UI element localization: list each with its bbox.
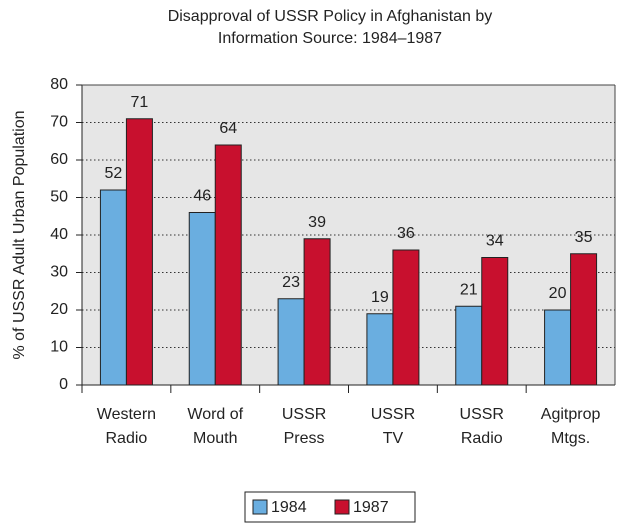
value-label: 36 bbox=[397, 225, 415, 242]
y-tick-label: 70 bbox=[50, 114, 68, 131]
y-tick-label: 40 bbox=[50, 226, 68, 243]
bar bbox=[366, 313, 394, 386]
value-label: 52 bbox=[105, 165, 123, 182]
value-label: 20 bbox=[549, 285, 567, 302]
x-tick-label: USSR bbox=[282, 406, 326, 423]
bar bbox=[188, 212, 216, 386]
legend-swatch bbox=[334, 499, 350, 515]
y-tick-label: 80 bbox=[50, 76, 68, 93]
legend-swatch bbox=[252, 499, 268, 515]
bar bbox=[303, 238, 331, 386]
y-tick-label: 30 bbox=[50, 264, 68, 281]
value-label: 39 bbox=[308, 214, 326, 231]
y-tick-label: 0 bbox=[59, 376, 68, 393]
value-label: 23 bbox=[282, 274, 300, 291]
x-tick-label: Radio bbox=[106, 430, 148, 447]
bar bbox=[481, 257, 509, 386]
y-tick-label: 60 bbox=[50, 151, 68, 168]
legend-box bbox=[244, 491, 416, 523]
bar bbox=[455, 305, 483, 386]
y-tick-label: 50 bbox=[50, 189, 68, 206]
x-tick-label: TV bbox=[383, 430, 404, 447]
x-tick-label: Mtgs. bbox=[551, 430, 590, 447]
x-tick-label: Radio bbox=[461, 430, 503, 447]
bar bbox=[125, 118, 153, 386]
x-tick-label: Agitprop bbox=[541, 406, 601, 423]
chart-title: Disapproval of USSR Policy in Afghanista… bbox=[167, 8, 493, 47]
legend-label: 1984 bbox=[271, 499, 307, 516]
value-label: 21 bbox=[460, 281, 478, 298]
value-label: 19 bbox=[371, 289, 389, 306]
bar bbox=[570, 253, 598, 386]
bar bbox=[277, 298, 305, 386]
y-tick-label: 10 bbox=[50, 339, 68, 356]
value-label: 64 bbox=[219, 120, 237, 137]
x-tick-label: USSR bbox=[460, 406, 504, 423]
bar bbox=[99, 189, 127, 386]
x-tick-label: Mouth bbox=[193, 430, 237, 447]
bar bbox=[544, 309, 572, 386]
value-label: 71 bbox=[131, 94, 149, 111]
value-label: 35 bbox=[575, 229, 593, 246]
x-tick-label: USSR bbox=[371, 406, 415, 423]
y-axis-label: % of USSR Adult Urban Population bbox=[11, 110, 28, 359]
value-label: 34 bbox=[486, 233, 504, 250]
x-tick-label: Western bbox=[97, 406, 156, 423]
bar bbox=[392, 249, 420, 386]
x-tick-label: Word of bbox=[187, 406, 243, 423]
bar bbox=[214, 144, 242, 386]
legend-label: 1987 bbox=[353, 499, 389, 516]
x-tick-label: Press bbox=[284, 430, 325, 447]
value-label: 46 bbox=[193, 188, 211, 205]
y-tick-label: 20 bbox=[50, 301, 68, 318]
